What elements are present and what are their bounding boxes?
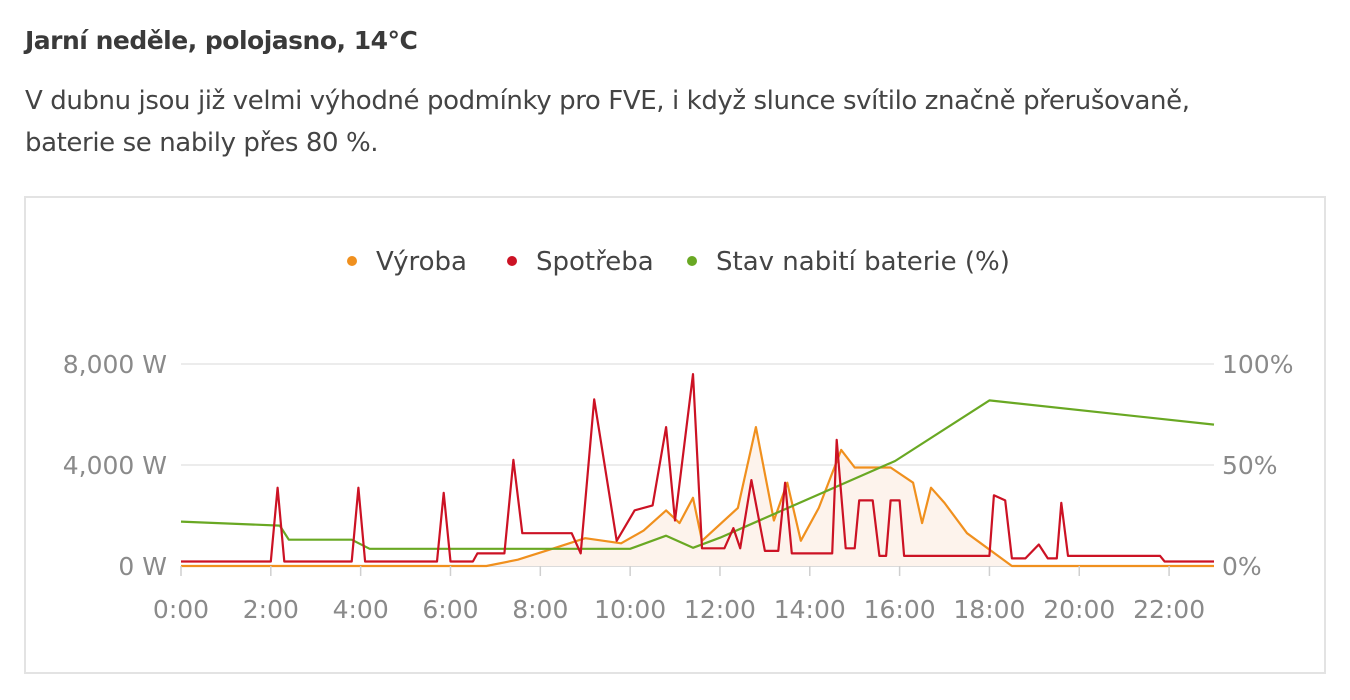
series-area-0 xyxy=(181,427,1214,566)
legend-marker-0[interactable] xyxy=(347,256,357,266)
x-tick-label: 8:00 xyxy=(512,595,568,624)
x-tick-label: 12:00 xyxy=(684,595,756,624)
x-tick-label: 0:00 xyxy=(153,595,209,624)
y-right-tick-label: 0% xyxy=(1222,552,1262,581)
x-tick-label: 14:00 xyxy=(774,595,846,624)
legend-label-1[interactable]: Spotřeba xyxy=(536,247,654,277)
y-left-tick-label: 4,000 W xyxy=(63,451,167,480)
y-right-tick-label: 100% xyxy=(1222,350,1293,379)
x-tick-label: 16:00 xyxy=(864,595,936,624)
legend-marker-2[interactable] xyxy=(687,256,697,266)
legend-label-0[interactable]: Výroba xyxy=(376,247,467,277)
chart-card xyxy=(24,196,1326,674)
y-left-tick-label: 8,000 W xyxy=(63,350,167,379)
y-left-tick-label: 0 W xyxy=(118,552,167,581)
x-tick-label: 2:00 xyxy=(243,595,299,624)
series-line-0 xyxy=(181,426,1214,568)
x-tick-label: 20:00 xyxy=(1043,595,1115,624)
y-right-tick-label: 50% xyxy=(1222,451,1278,480)
x-tick-label: 4:00 xyxy=(333,595,389,624)
series-line-1 xyxy=(181,373,1214,563)
x-tick-label: 22:00 xyxy=(1133,595,1205,624)
chart-description: V dubnu jsou již velmi výhodné podmínky … xyxy=(25,80,1325,164)
description-line-1: V dubnu jsou již velmi výhodné podmínky … xyxy=(25,86,1190,116)
description-line-2: baterie se nabily přes 80 %. xyxy=(25,128,379,158)
series-line-2 xyxy=(180,399,1215,550)
x-tick-label: 18:00 xyxy=(953,595,1025,624)
legend-label-2[interactable]: Stav nabití baterie (%) xyxy=(716,247,1010,277)
x-tick-label: 10:00 xyxy=(594,595,666,624)
legend-marker-1[interactable] xyxy=(507,256,517,266)
x-tick-label: 6:00 xyxy=(422,595,478,624)
chart-title: Jarní neděle, polojasno, 14°C xyxy=(25,26,418,55)
